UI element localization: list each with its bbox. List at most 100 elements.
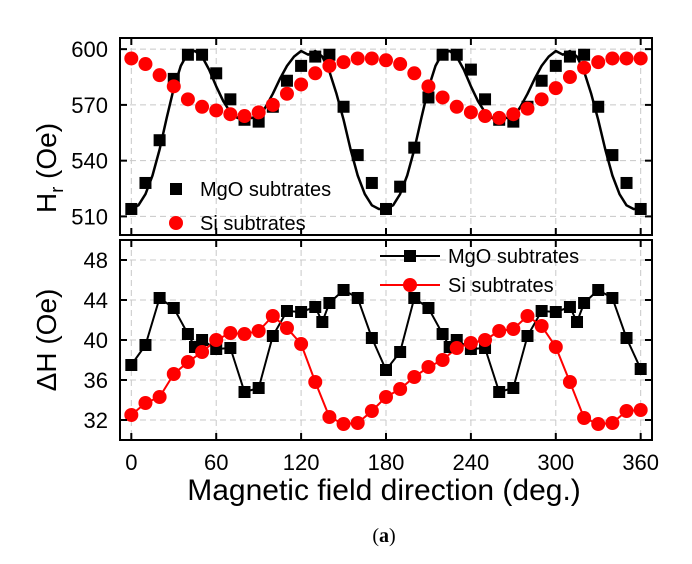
legend-marker-mgo-top bbox=[170, 183, 182, 195]
top-point-mgo-subtrates bbox=[394, 180, 407, 193]
top-point-mgo-subtrates bbox=[153, 134, 166, 147]
top-point-si-subtrates bbox=[492, 110, 507, 125]
bot-point-mgo-subtrates bbox=[365, 332, 378, 344]
bot-point-si-subtrates bbox=[336, 417, 351, 431]
bot-point-si-subtrates bbox=[633, 403, 648, 417]
top-point-mgo-subtrates bbox=[224, 93, 237, 106]
top-point-si-subtrates bbox=[124, 51, 139, 66]
top-point-mgo-subtrates bbox=[408, 141, 421, 154]
top-point-si-subtrates bbox=[251, 105, 266, 120]
top-point-mgo-subtrates bbox=[549, 59, 562, 72]
bot-point-si-subtrates bbox=[591, 417, 606, 431]
top-point-si-subtrates bbox=[520, 101, 535, 116]
bot-point-mgo-subtrates bbox=[436, 328, 449, 340]
bot-point-si-subtrates bbox=[308, 375, 323, 389]
bottom-xtick-labels: 0 60 120 180 240 300 360 bbox=[125, 450, 659, 475]
top-point-si-subtrates bbox=[209, 103, 224, 118]
bot-point-mgo-subtrates bbox=[422, 302, 435, 314]
top-point-si-subtrates bbox=[591, 55, 606, 70]
top-point-si-subtrates bbox=[577, 60, 592, 75]
bot-point-mgo-subtrates bbox=[521, 330, 534, 342]
top-point-mgo-subtrates bbox=[210, 67, 223, 80]
top-point-si-subtrates bbox=[449, 99, 464, 114]
figure-caption: (a) bbox=[372, 525, 395, 547]
bot-point-mgo-subtrates bbox=[571, 316, 584, 328]
top-point-mgo-subtrates bbox=[606, 149, 619, 162]
bot-point-mgo-subtrates bbox=[493, 386, 506, 398]
top-ytick-label: 540 bbox=[71, 149, 108, 174]
top-point-si-subtrates bbox=[322, 58, 337, 73]
top-point-mgo-subtrates bbox=[181, 48, 194, 61]
legend-marker-si-bottom bbox=[403, 278, 417, 292]
top-ylabel-main: H bbox=[31, 193, 62, 213]
bot-point-si-subtrates bbox=[435, 353, 450, 367]
caption-prefix: ( bbox=[372, 525, 379, 547]
bot-point-mgo-subtrates bbox=[563, 301, 576, 313]
bot-point-mgo-subtrates bbox=[634, 363, 647, 375]
top-ytick-label: 510 bbox=[71, 204, 108, 229]
bot-point-si-subtrates bbox=[492, 324, 507, 338]
top-point-si-subtrates bbox=[548, 81, 563, 96]
top-point-si-subtrates bbox=[237, 109, 252, 124]
top-point-si-subtrates bbox=[605, 51, 620, 66]
bot-point-si-subtrates bbox=[393, 382, 408, 396]
top-point-mgo-subtrates bbox=[436, 48, 449, 61]
legend-label-si-top: Si subtrates bbox=[200, 213, 306, 235]
top-point-si-subtrates bbox=[180, 92, 195, 107]
bot-point-si-subtrates bbox=[152, 390, 167, 404]
bot-point-mgo-subtrates bbox=[394, 346, 407, 358]
bot-point-si-subtrates bbox=[619, 404, 634, 418]
bot-ytick-label: 32 bbox=[84, 408, 108, 433]
bottom-ytick-labels: 32 36 40 44 48 bbox=[84, 248, 108, 433]
bot-point-si-subtrates bbox=[251, 324, 266, 338]
top-ytick-label: 570 bbox=[71, 93, 108, 118]
bot-point-si-subtrates bbox=[506, 322, 521, 336]
top-point-mgo-subtrates bbox=[365, 176, 378, 189]
top-grid bbox=[120, 38, 652, 235]
top-point-mgo-subtrates bbox=[479, 93, 492, 106]
bottom-legend: MgO subtrates Si subtrates bbox=[380, 246, 579, 297]
top-point-mgo-subtrates bbox=[125, 202, 138, 215]
bot-point-si-subtrates bbox=[279, 321, 294, 335]
legend-marker-mgo-bottom bbox=[404, 250, 416, 262]
bot-point-mgo-subtrates bbox=[181, 328, 194, 340]
top-ylabel-sub: r bbox=[47, 187, 67, 193]
legend-label-si-bottom: Si subtrates bbox=[448, 275, 554, 297]
top-point-si-subtrates bbox=[350, 51, 365, 66]
bot-point-mgo-subtrates bbox=[620, 332, 633, 344]
legend-label-mgo-bottom: MgO subtrates bbox=[448, 246, 579, 268]
bot-point-mgo-subtrates bbox=[316, 316, 329, 328]
top-point-mgo-subtrates bbox=[634, 202, 647, 215]
bot-point-si-subtrates bbox=[223, 326, 238, 340]
top-marks-group bbox=[124, 48, 648, 215]
bot-point-si-subtrates bbox=[322, 410, 337, 424]
bottom-y-axis-label: ΔH (Oe) bbox=[31, 289, 62, 392]
top-point-si-subtrates bbox=[393, 57, 408, 72]
top-point-si-subtrates bbox=[379, 53, 393, 68]
top-point-si-subtrates bbox=[534, 92, 549, 107]
bot-point-si-subtrates bbox=[548, 340, 563, 354]
legend-label-mgo-top: MgO subtrates bbox=[200, 179, 331, 201]
top-point-mgo-subtrates bbox=[422, 91, 435, 104]
caption-label: a bbox=[379, 525, 389, 547]
top-point-si-subtrates bbox=[421, 79, 436, 94]
bot-point-si-subtrates bbox=[562, 375, 577, 389]
top-point-mgo-subtrates bbox=[351, 149, 364, 162]
bot-point-si-subtrates bbox=[138, 396, 153, 410]
bot-point-mgo-subtrates bbox=[139, 339, 152, 351]
top-ylabel-unit: (Oe) bbox=[31, 123, 62, 187]
top-point-mgo-subtrates bbox=[563, 50, 576, 63]
bot-point-si-subtrates bbox=[265, 309, 280, 323]
bot-point-mgo-subtrates bbox=[323, 297, 336, 309]
bot-point-mgo-subtrates bbox=[196, 334, 209, 346]
bot-point-si-subtrates bbox=[195, 345, 210, 359]
top-point-mgo-subtrates bbox=[295, 59, 308, 72]
top-y-axis-label: Hr (Oe) bbox=[31, 123, 67, 213]
top-point-si-subtrates bbox=[562, 70, 577, 85]
xtick-label: 300 bbox=[537, 450, 574, 475]
bot-point-si-subtrates bbox=[577, 411, 592, 425]
bot-point-si-subtrates bbox=[180, 355, 195, 369]
top-point-si-subtrates bbox=[166, 79, 181, 94]
top-point-mgo-subtrates bbox=[323, 48, 336, 61]
bot-point-si-subtrates bbox=[209, 333, 224, 347]
